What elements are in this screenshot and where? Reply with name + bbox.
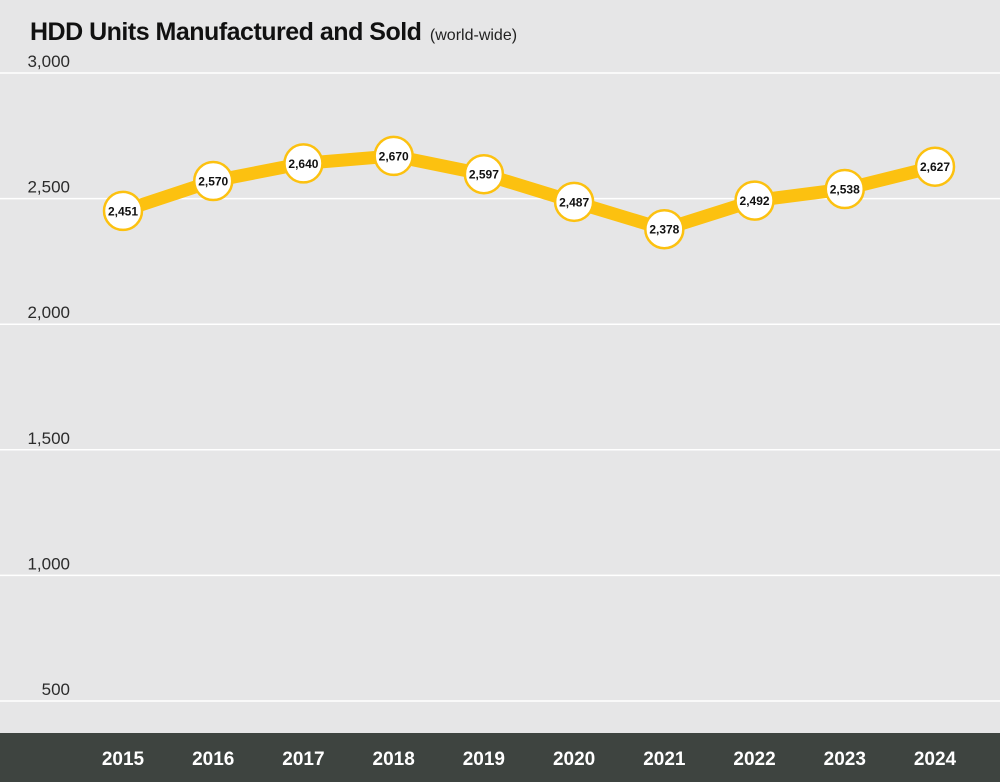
data-point: 2,627: [914, 146, 956, 187]
data-point-marker: [373, 135, 414, 177]
y-axis-ticks: 500 1,000 1,500 2,000 2,500 3,000: [27, 52, 70, 699]
data-label: 2,570: [198, 175, 228, 189]
x-tick-label: 2023: [824, 749, 866, 770]
y-tick-label: 2,000: [27, 303, 70, 322]
data-point: 2,670: [373, 135, 414, 177]
data-point-marker: [192, 160, 234, 202]
data-point: 2,451: [102, 190, 144, 232]
x-tick-label: 2022: [733, 749, 775, 770]
data-label: 2,451: [108, 204, 138, 218]
x-tick-label: 2020: [553, 749, 595, 770]
x-axis-band: [0, 733, 1000, 782]
data-point: 2,538: [824, 168, 866, 210]
y-tick-label: 2,500: [27, 178, 70, 197]
data-label: 2,670: [379, 149, 409, 163]
x-tick-label: 2015: [102, 749, 145, 770]
data-point: 2,492: [734, 180, 775, 221]
data-point-marker: [102, 190, 144, 232]
data-point-marker: [463, 153, 505, 195]
data-point-marker: [553, 181, 595, 223]
data-point: 2,570: [192, 160, 234, 202]
chart-title: HDD Units Manufactured and Sold: [30, 18, 422, 46]
x-axis-ticks: 2015 2016 2017 2018 2019 2020 2021 2022 2023 2024: [102, 749, 957, 770]
x-tick-label: 2017: [282, 749, 324, 770]
y-tick-label: 500: [42, 680, 70, 699]
data-label: 2,538: [830, 183, 860, 197]
data-label: 2,492: [740, 194, 770, 208]
data-point-marker: [914, 146, 956, 187]
chart-subtitle: (world-wide): [429, 27, 518, 44]
x-tick-label: 2024: [914, 749, 957, 770]
x-tick-label: 2018: [373, 749, 415, 770]
x-tick-label: 2016: [192, 749, 234, 770]
data-label: 2,487: [559, 195, 589, 209]
y-tick-label: 1,000: [27, 554, 70, 573]
data-point: 2,640: [283, 143, 324, 184]
data-point: 2,487: [553, 181, 595, 223]
x-tick-label: 2019: [463, 749, 505, 770]
data-point-marker: [824, 168, 866, 210]
y-tick-label: 1,500: [27, 429, 70, 448]
data-label: 2,378: [649, 223, 679, 237]
series-line: [116, 149, 942, 236]
data-label: 2,597: [469, 168, 499, 182]
data-point: 2,378: [644, 208, 685, 250]
data-label: 2,640: [288, 157, 318, 171]
chart-title-block: HDD Units Manufactured and Sold (world-w…: [30, 18, 517, 47]
data-points: 2,451 2,570 2,640 2,670 2,597 2,487 2,378 2,492…: [102, 135, 956, 250]
data-point: 2,597: [463, 153, 505, 195]
data-point-marker: [734, 180, 775, 221]
data-point-marker: [644, 208, 685, 250]
data-label: 2,627: [920, 160, 950, 174]
data-point-marker: [283, 143, 324, 184]
y-tick-label: 3,000: [27, 52, 70, 71]
x-tick-label: 2021: [643, 749, 686, 770]
